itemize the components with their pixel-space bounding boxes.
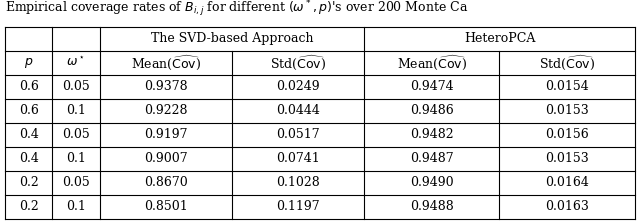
Text: 0.9474: 0.9474 [410, 80, 454, 93]
Text: 0.0154: 0.0154 [545, 80, 589, 93]
Text: The SVD-based Approach: The SVD-based Approach [150, 32, 313, 45]
Text: 0.0153: 0.0153 [545, 152, 589, 165]
Text: 0.05: 0.05 [62, 176, 90, 189]
Text: 0.1: 0.1 [66, 200, 86, 213]
Text: 0.0517: 0.0517 [276, 128, 320, 141]
Text: Mean($\widehat{\mathrm{Cov}}$): Mean($\widehat{\mathrm{Cov}}$) [397, 53, 467, 72]
Text: 0.0741: 0.0741 [276, 152, 320, 165]
Text: 0.6: 0.6 [19, 104, 38, 117]
Text: 0.9486: 0.9486 [410, 104, 454, 117]
Text: Std($\widehat{\mathrm{Cov}}$): Std($\widehat{\mathrm{Cov}}$) [270, 53, 326, 72]
Text: 0.9007: 0.9007 [144, 152, 188, 165]
Text: Mean($\widehat{\mathrm{Cov}}$): Mean($\widehat{\mathrm{Cov}}$) [131, 53, 201, 72]
Text: 0.9482: 0.9482 [410, 128, 454, 141]
Text: 0.1197: 0.1197 [276, 200, 320, 213]
Text: 0.1: 0.1 [66, 104, 86, 117]
Text: 0.0444: 0.0444 [276, 104, 320, 117]
Text: 0.2: 0.2 [19, 176, 38, 189]
Text: 0.2: 0.2 [19, 200, 38, 213]
Text: 0.1028: 0.1028 [276, 176, 320, 189]
Text: 0.8501: 0.8501 [144, 200, 188, 213]
Text: 0.0249: 0.0249 [276, 80, 320, 93]
Text: 0.9487: 0.9487 [410, 152, 454, 165]
Text: 0.4: 0.4 [19, 152, 38, 165]
Text: 0.9488: 0.9488 [410, 200, 454, 213]
Text: $p$: $p$ [24, 55, 33, 70]
Text: HeteroPCA: HeteroPCA [464, 32, 535, 45]
Text: Std($\widehat{\mathrm{Cov}}$): Std($\widehat{\mathrm{Cov}}$) [539, 53, 595, 72]
Text: 0.05: 0.05 [62, 128, 90, 141]
Text: 0.9228: 0.9228 [144, 104, 188, 117]
Text: 0.9378: 0.9378 [144, 80, 188, 93]
Text: 0.8670: 0.8670 [144, 176, 188, 189]
Text: 0.4: 0.4 [19, 128, 38, 141]
Text: 0.1: 0.1 [66, 152, 86, 165]
Text: $\omega^\star$: $\omega^\star$ [67, 56, 86, 69]
Text: 0.9197: 0.9197 [144, 128, 188, 141]
Text: Empirical coverage rates of $\hat{B}_{i,j}$ for different $(\omega^*, p)$'s over: Empirical coverage rates of $\hat{B}_{i,… [5, 0, 468, 18]
Text: 0.6: 0.6 [19, 80, 38, 93]
Text: 0.0156: 0.0156 [545, 128, 589, 141]
Text: 0.0163: 0.0163 [545, 200, 589, 213]
Text: 0.0153: 0.0153 [545, 104, 589, 117]
Text: 0.9490: 0.9490 [410, 176, 454, 189]
Text: 0.05: 0.05 [62, 80, 90, 93]
Text: 0.0164: 0.0164 [545, 176, 589, 189]
